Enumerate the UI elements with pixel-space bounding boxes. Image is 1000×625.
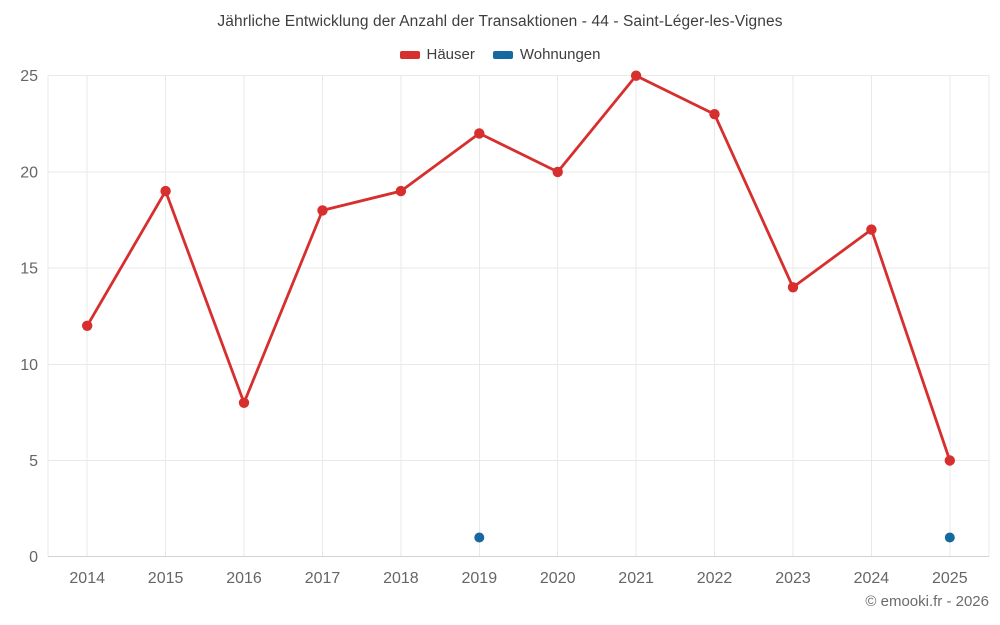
data-point-häuser-2019[interactable] [474,128,485,139]
x-axis-tick-label: 2016 [226,570,262,587]
x-axis-tick-label: 2015 [148,570,184,587]
x-axis-tick-label: 2021 [618,570,654,587]
x-axis-tick-label: 2018 [383,570,419,587]
chart-title: Jährliche Entwicklung der Anzahl der Tra… [217,13,783,30]
x-axis-tick-label: 2020 [540,570,576,587]
y-axis-tick-label: 0 [29,549,38,566]
x-axis-tick-label: 2014 [69,570,105,587]
data-point-häuser-2022[interactable] [709,109,720,120]
chart-legend: Häuser Wohnungen [0,46,1000,63]
wohnungen-legend-label: Wohnungen [519,46,601,63]
copyright-note: © emooki.fr - 2026 [865,593,989,610]
y-axis-tick-label: 10 [20,357,38,374]
y-axis-tick-label: 5 [29,453,38,470]
haeuser-legend-label: Häuser [426,46,475,63]
data-point-häuser-2014[interactable] [82,320,93,331]
data-point-häuser-2017[interactable] [317,205,328,216]
data-point-häuser-2018[interactable] [395,185,407,197]
legend-item-haeuser[interactable]: Häuser [399,46,475,63]
legend-item-wohnungen[interactable]: Wohnungen [492,46,601,63]
series-line-häuser [85,74,952,462]
data-point-häuser-2020[interactable] [552,166,563,178]
wohnungen-series-swatch-icon [492,50,513,59]
y-axis-tick-label: 25 [20,68,38,85]
data-point-häuser-2023[interactable] [787,282,799,293]
data-point-häuser-2016[interactable] [238,397,250,408]
x-axis-tick-label: 2017 [305,570,341,587]
y-axis-tick-label: 20 [20,164,38,181]
data-point-häuser-2015[interactable] [160,185,171,197]
haeuser-series-swatch-icon [399,50,420,59]
data-point-wohnungen-2019[interactable] [474,532,485,543]
data-point-häuser-2021[interactable] [630,70,642,81]
data-point-wohnungen-2025[interactable] [944,532,955,543]
x-axis-tick-label: 2024 [854,570,890,587]
x-axis-tick-label: 2022 [697,570,733,587]
x-axis-tick-label: 2019 [462,570,498,587]
x-axis-tick-label: 2023 [775,570,811,587]
y-axis-tick-label: 15 [20,261,38,278]
x-axis-tick-label: 2025 [932,570,968,587]
data-point-häuser-2024[interactable] [866,224,877,235]
data-point-häuser-2025[interactable] [944,455,955,466]
